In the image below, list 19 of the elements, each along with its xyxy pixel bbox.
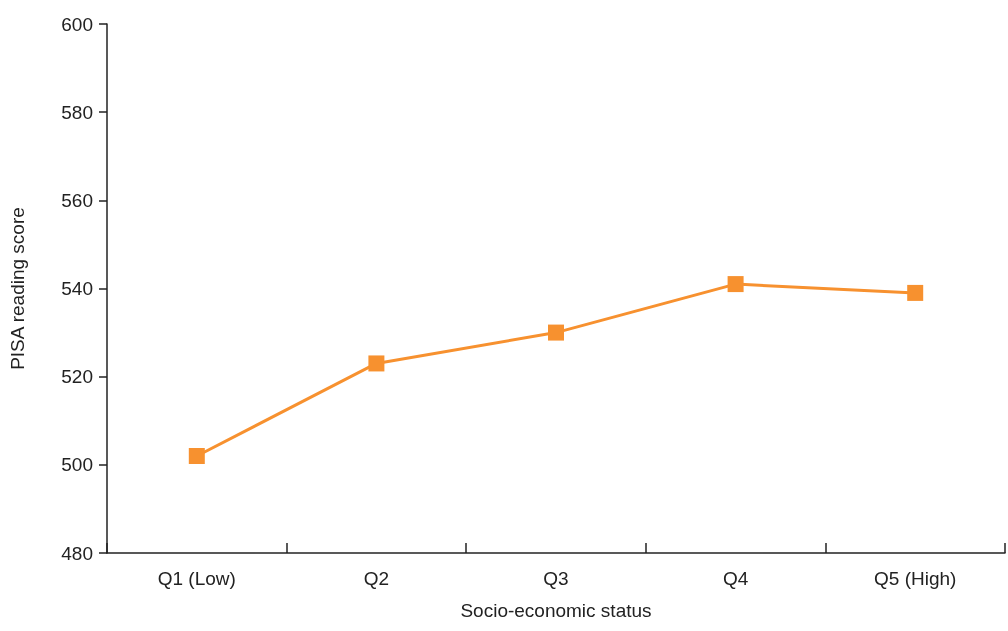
y-axis-title: PISA reading score [7,207,28,370]
point [548,324,564,341]
y-tick-label: 520 [61,366,93,388]
x-tick-label: Q1 (Low) [157,568,236,589]
point [907,284,924,301]
x-tick-label: Q3 [543,568,569,589]
y-tick-label: 600 [61,13,93,35]
x-axis-title: Socio-economic status [460,600,652,621]
point [727,276,744,293]
x-tick-label: Q5 (High) [874,568,957,589]
y-tick-label: 540 [61,278,93,299]
y-tick-label: 480 [61,542,93,564]
point [368,355,385,372]
x-tick-label: Q4 [722,568,749,589]
y-tick-label: 580 [61,101,93,123]
y-tick-label: 500 [61,454,93,476]
point [188,448,205,465]
x-tick-label: Q2 [363,568,390,589]
y-tick-label: 560 [61,189,93,211]
